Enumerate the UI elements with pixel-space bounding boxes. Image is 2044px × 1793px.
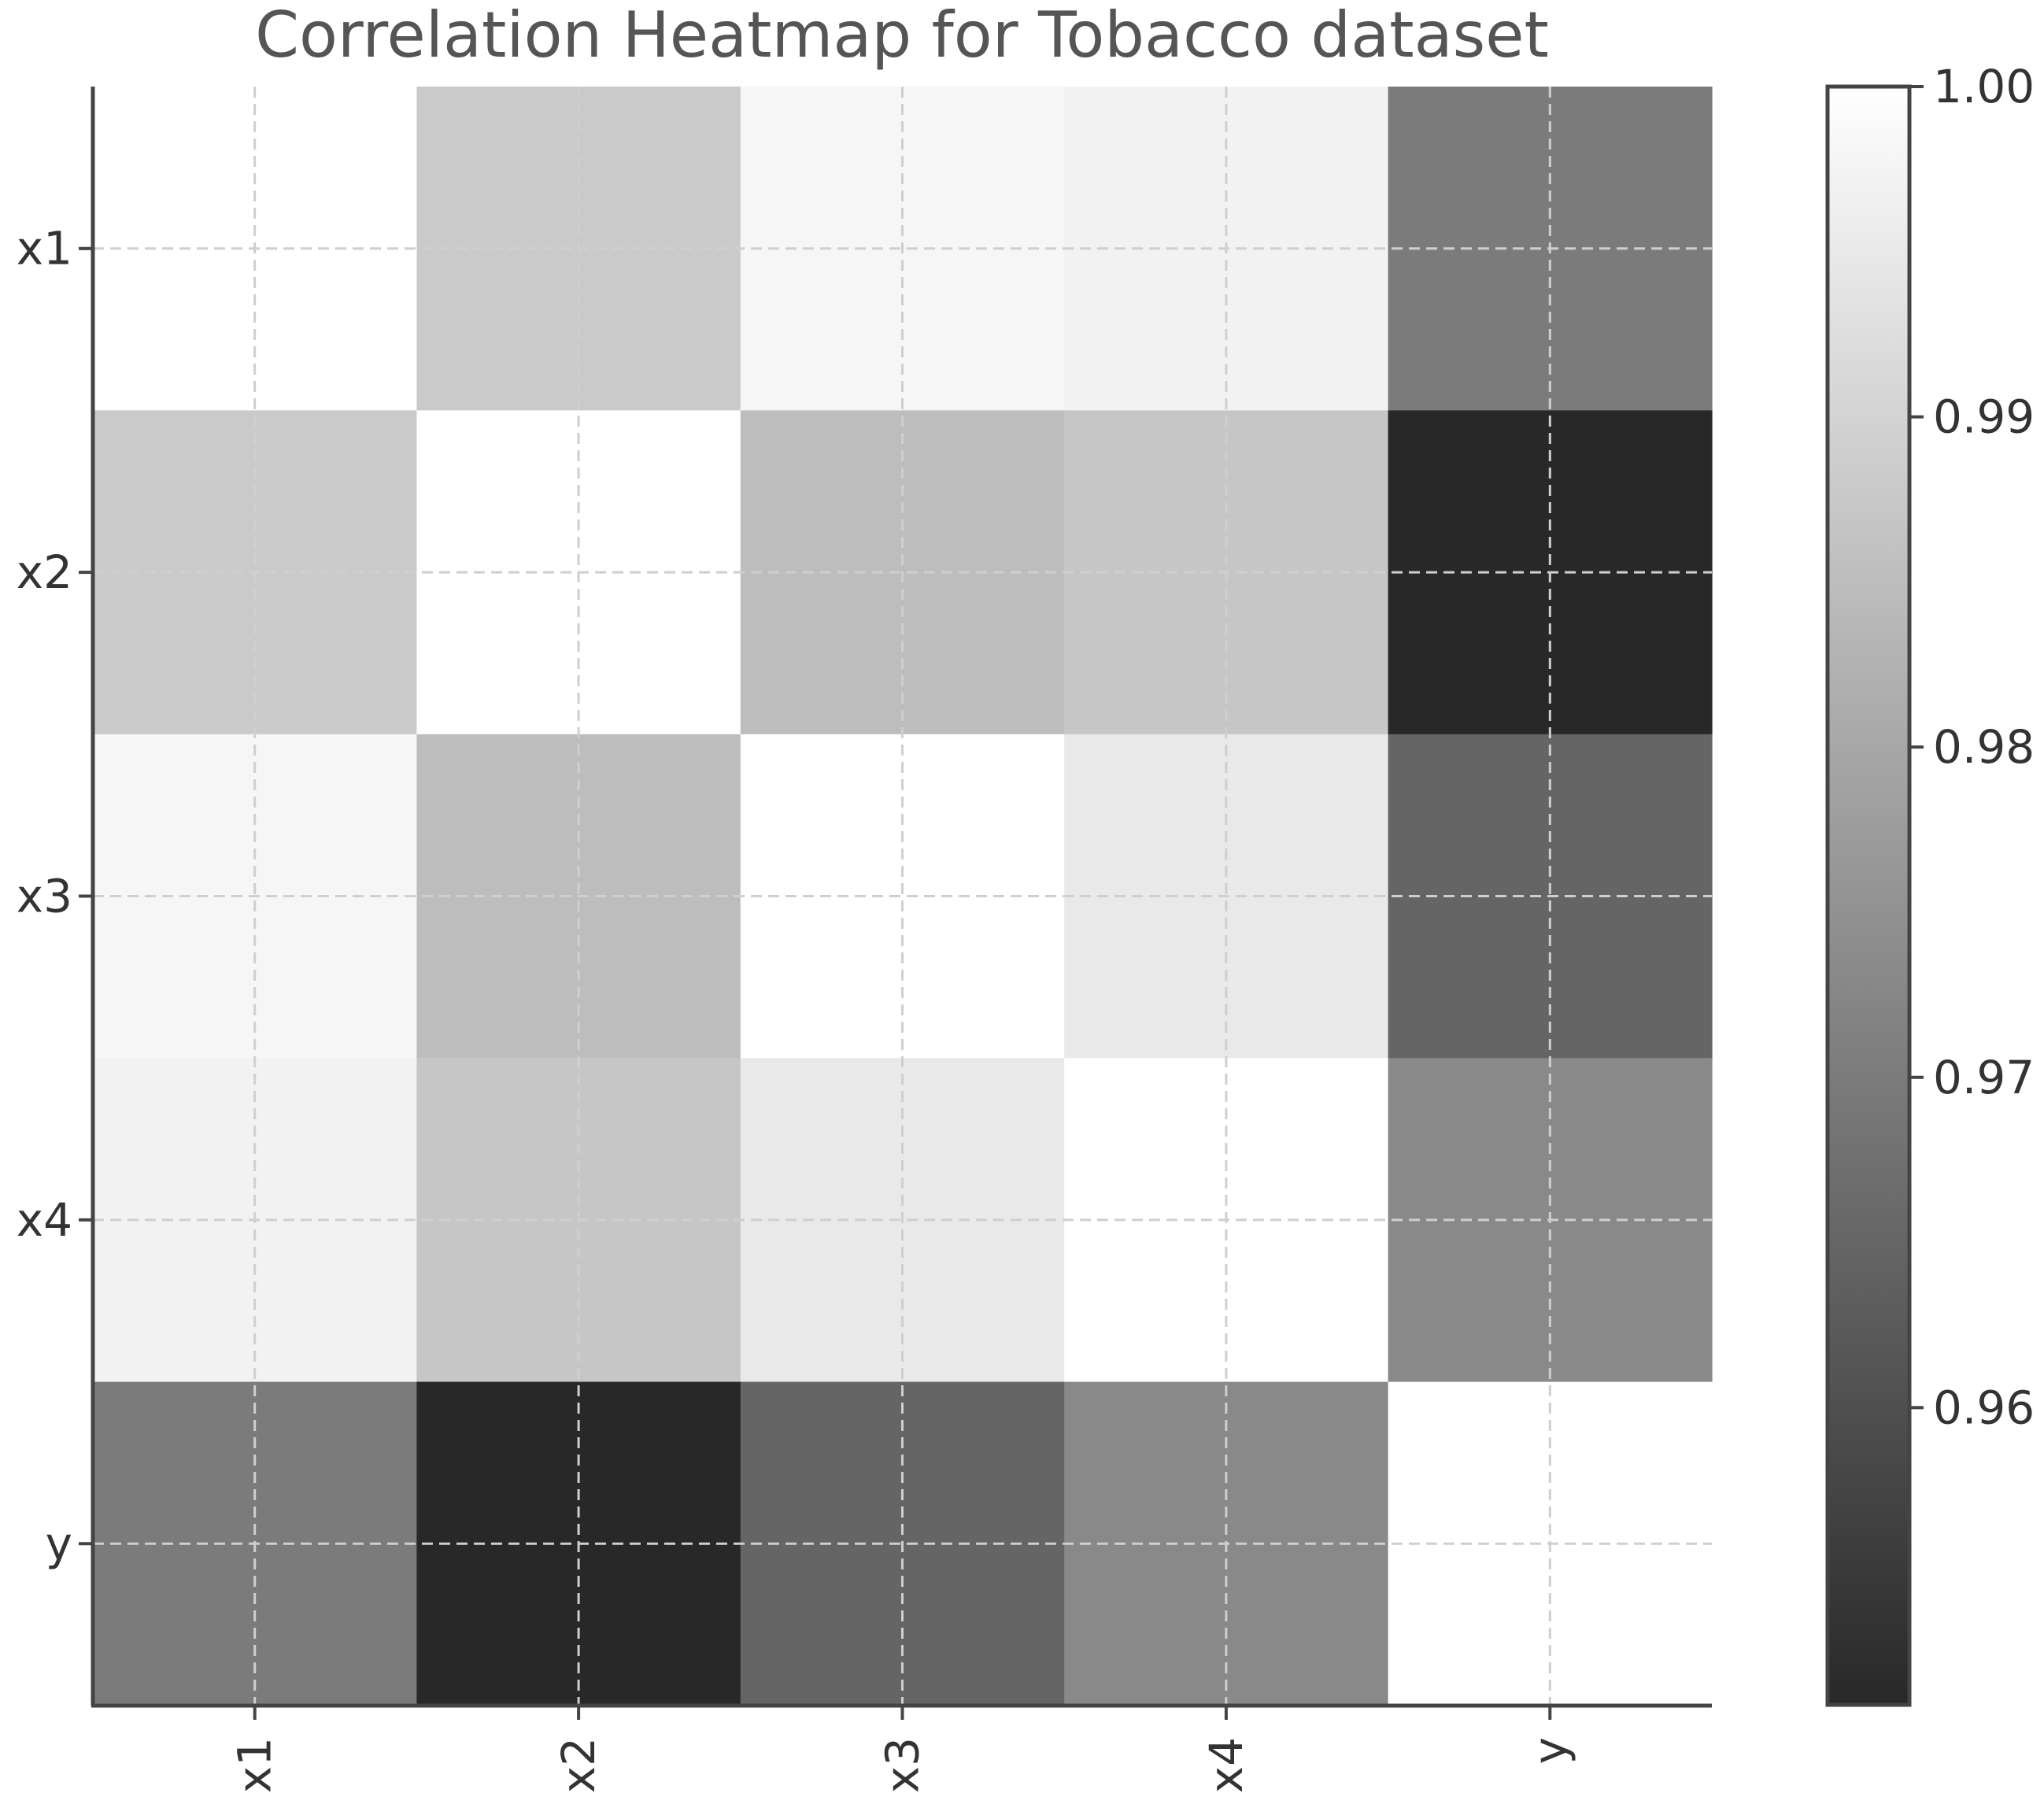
- x-tick-label-x3: x3: [876, 1737, 930, 1793]
- colorbar-tick-label: 0.99: [1933, 390, 2035, 444]
- y-tick-label-x3: x3: [17, 870, 72, 923]
- y-tick-labels: x1 x2 x3 x4 y: [17, 222, 72, 1571]
- y-tick-label-x1: x1: [17, 222, 72, 275]
- colorbar-tick-label: 1.00: [1933, 60, 2035, 113]
- colorbar-tick-label: 0.98: [1933, 720, 2035, 774]
- colorbar-tick-label: 0.96: [1933, 1381, 2035, 1434]
- y-tick-label-x4: x4: [17, 1193, 72, 1247]
- x-tick-label-x2: x2: [552, 1737, 605, 1793]
- x-tick-label-y: y: [1523, 1737, 1576, 1764]
- colorbar-tick-label: 0.97: [1933, 1051, 2035, 1104]
- x-tick-labels: x1 x2 x3 x4 y: [228, 1737, 1577, 1793]
- x-tick-label-x4: x4: [1199, 1737, 1253, 1793]
- colorbar: 1.00 0.99 0.98 0.97 0.96: [1825, 60, 2035, 1707]
- heatmap-axes: [79, 87, 1712, 1720]
- y-tick-label-y: y: [46, 1517, 72, 1570]
- heatmap-grid: [93, 87, 1712, 1706]
- x-tick-label-x1: x1: [228, 1737, 282, 1793]
- chart-title: Correlation Heatmap for Tobacco dataset: [255, 0, 1549, 72]
- colorbar-gradient: [1825, 84, 1912, 1707]
- y-tick-label-x2: x2: [17, 545, 72, 599]
